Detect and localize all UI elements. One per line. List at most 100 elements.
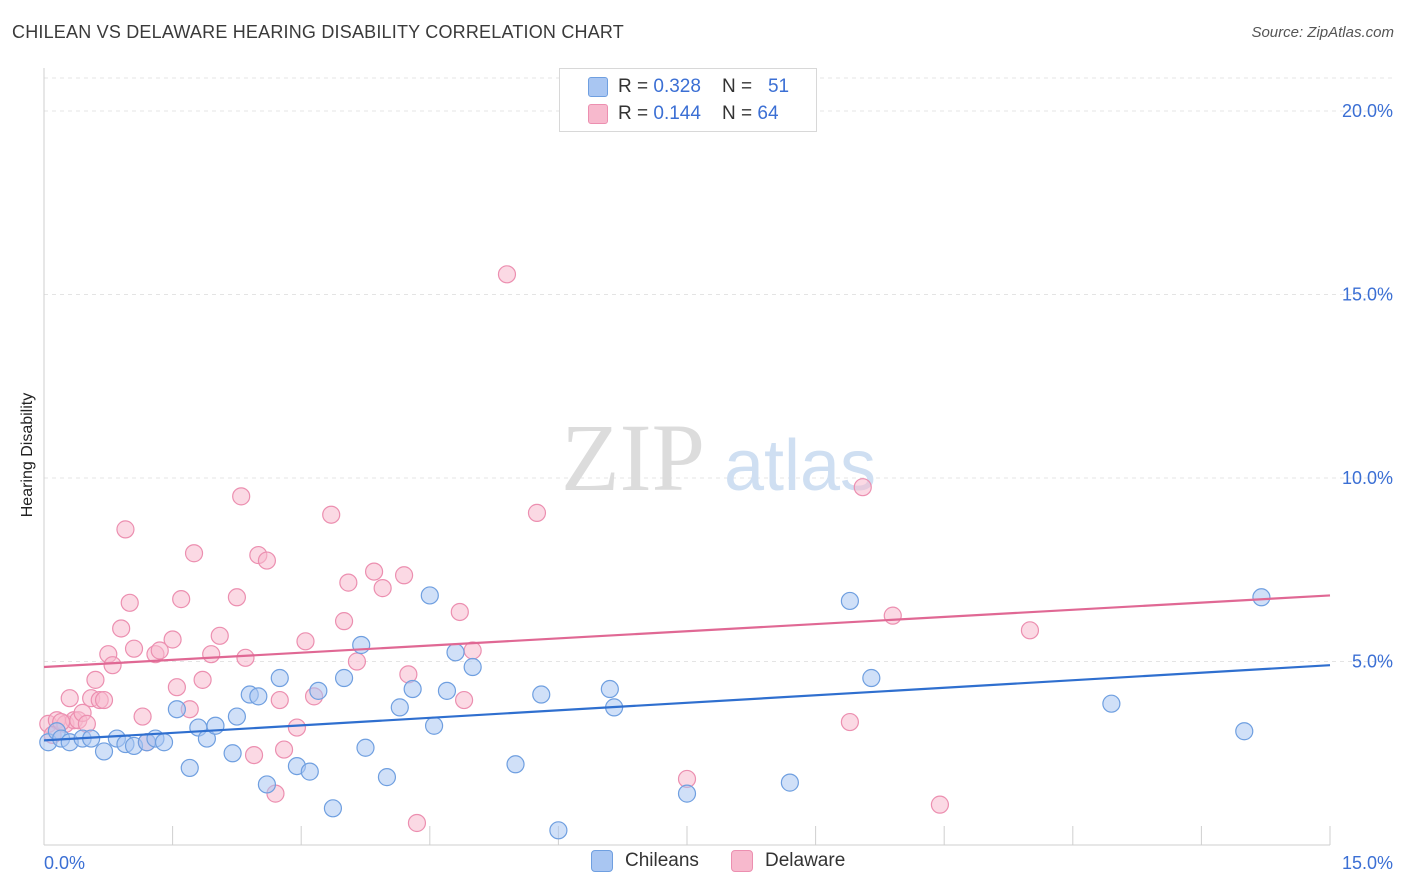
point-chileans xyxy=(167,700,186,719)
point-delaware xyxy=(167,678,186,697)
legend-n-label: N = xyxy=(722,76,758,97)
point-chileans xyxy=(300,762,319,781)
y-tick-label: 10.0% xyxy=(1342,468,1393,488)
point-delaware xyxy=(373,579,392,598)
point-chileans xyxy=(223,744,242,763)
point-chileans xyxy=(780,773,799,792)
point-chileans xyxy=(94,742,114,761)
point-delaware xyxy=(339,573,358,592)
watermark-zip: ZIP xyxy=(561,404,705,511)
legend-n-value: 64 xyxy=(757,103,779,124)
point-delaware xyxy=(133,707,152,726)
point-chileans xyxy=(334,668,354,688)
chart-title: CHILEAN VS DELAWARE HEARING DISABILITY C… xyxy=(12,22,624,42)
point-delaware xyxy=(497,265,517,284)
point-delaware xyxy=(930,795,950,814)
trendline-delaware xyxy=(43,594,1331,669)
legend-r-label: R = xyxy=(618,76,654,97)
point-chileans xyxy=(840,591,859,611)
point-delaware xyxy=(150,641,169,660)
point-delaware xyxy=(287,718,307,737)
point-chileans xyxy=(506,755,525,774)
legend-r-label: R = xyxy=(618,103,654,124)
legend-swatch-chileans xyxy=(588,77,608,97)
bottom-legend-label-delaware: Delaware xyxy=(765,850,846,871)
point-delaware xyxy=(103,656,122,675)
point-delaware xyxy=(454,690,474,710)
point-chileans xyxy=(270,668,289,688)
point-delaware xyxy=(60,689,79,708)
point-delaware xyxy=(163,630,182,649)
y-tick-label: 15.0% xyxy=(1342,285,1393,305)
legend-r-value: 0.144 xyxy=(653,103,701,124)
point-chileans xyxy=(180,758,199,778)
point-delaware xyxy=(394,566,414,585)
point-chileans xyxy=(309,681,328,700)
point-delaware xyxy=(527,503,547,522)
watermark-atlas: atlas xyxy=(724,426,876,506)
point-chileans xyxy=(249,687,268,706)
point-chileans xyxy=(323,799,343,818)
point-chileans xyxy=(154,733,174,752)
point-delaware xyxy=(86,670,105,689)
bottom-legend: Chileans Delaware xyxy=(0,850,1406,880)
source-label: Source: ZipAtlas.com xyxy=(1251,24,1394,41)
point-delaware xyxy=(210,626,229,645)
trendline-chileans xyxy=(43,664,1331,742)
point-delaware xyxy=(193,670,212,689)
point-chileans xyxy=(424,716,444,735)
bottom-legend-chileans: Chileans xyxy=(591,850,699,872)
bottom-legend-swatch-delaware xyxy=(731,850,753,872)
y-tick-label: 20.0% xyxy=(1342,101,1393,121)
point-chileans xyxy=(1235,722,1254,741)
point-chileans xyxy=(403,679,422,699)
point-delaware xyxy=(184,544,204,563)
point-delaware xyxy=(202,645,221,664)
legend: R = 0.328 N = 51 R = 0.144 N = 64 xyxy=(559,68,817,132)
point-delaware xyxy=(274,740,294,759)
point-delaware xyxy=(883,606,902,625)
point-chileans xyxy=(677,784,697,803)
point-delaware xyxy=(112,619,131,638)
point-delaware xyxy=(853,478,872,497)
legend-n-value: 51 xyxy=(767,76,790,97)
point-chileans xyxy=(463,657,482,677)
point-delaware xyxy=(1020,621,1040,640)
point-chileans xyxy=(390,698,409,717)
point-delaware xyxy=(232,487,251,506)
legend-swatch-delaware xyxy=(588,104,608,124)
point-delaware xyxy=(236,648,255,667)
point-delaware xyxy=(296,632,315,651)
point-chileans xyxy=(446,643,465,662)
point-chileans xyxy=(1102,694,1121,713)
legend-n-label: N = xyxy=(722,103,758,124)
bottom-legend-delaware: Delaware xyxy=(731,850,845,872)
point-delaware xyxy=(450,602,469,622)
point-delaware xyxy=(172,590,191,609)
point-chileans xyxy=(352,635,371,655)
point-delaware xyxy=(364,562,384,581)
point-delaware xyxy=(407,813,427,833)
point-delaware xyxy=(257,551,277,570)
x-tick-label-min: 0.0% xyxy=(44,853,85,873)
point-chileans xyxy=(257,775,277,794)
point-delaware xyxy=(244,745,264,765)
bottom-legend-swatch-chileans xyxy=(591,850,613,872)
point-delaware xyxy=(840,712,859,732)
legend-r-value: 0.328 xyxy=(653,76,701,97)
point-chileans xyxy=(862,668,881,688)
x-tick-label-max: 15.0% xyxy=(1342,853,1393,873)
point-delaware xyxy=(270,690,289,710)
point-chileans xyxy=(549,821,568,840)
point-chileans xyxy=(600,679,619,699)
point-chileans xyxy=(227,707,246,726)
point-delaware xyxy=(227,588,246,607)
point-delaware xyxy=(322,505,341,524)
point-delaware xyxy=(120,593,139,612)
point-delaware xyxy=(116,520,135,539)
point-delaware xyxy=(334,612,354,631)
point-delaware xyxy=(124,639,144,658)
point-chileans xyxy=(1252,588,1271,607)
point-delaware xyxy=(347,652,367,671)
